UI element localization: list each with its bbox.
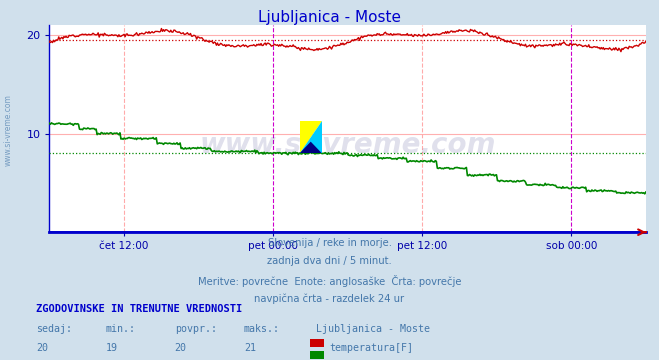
Text: Meritve: povrečne  Enote: anglosaške  Črta: povrečje: Meritve: povrečne Enote: anglosaške Črta… [198,275,461,287]
Text: 20: 20 [175,343,186,353]
Text: www.si-vreme.com: www.si-vreme.com [3,94,13,166]
Text: 19: 19 [105,343,117,353]
Text: Slovenija / reke in morje.: Slovenija / reke in morje. [268,238,391,248]
Text: povpr.:: povpr.: [175,324,217,334]
Polygon shape [300,121,322,153]
Text: ZGODOVINSKE IN TRENUTNE VREDNOSTI: ZGODOVINSKE IN TRENUTNE VREDNOSTI [36,304,243,314]
Text: Ljubljanica - Moste: Ljubljanica - Moste [316,324,430,334]
Polygon shape [300,121,322,153]
Text: www.si-vreme.com: www.si-vreme.com [200,131,496,159]
Polygon shape [300,142,322,153]
Text: temperatura[F]: temperatura[F] [330,343,413,353]
Text: Ljubljanica - Moste: Ljubljanica - Moste [258,10,401,25]
Text: navpična črta - razdelek 24 ur: navpična črta - razdelek 24 ur [254,294,405,304]
Text: 20: 20 [36,343,48,353]
Text: 21: 21 [244,343,256,353]
Text: min.:: min.: [105,324,136,334]
Text: maks.:: maks.: [244,324,280,334]
Text: sedaj:: sedaj: [36,324,72,334]
Text: zadnja dva dni / 5 minut.: zadnja dva dni / 5 minut. [267,256,392,266]
